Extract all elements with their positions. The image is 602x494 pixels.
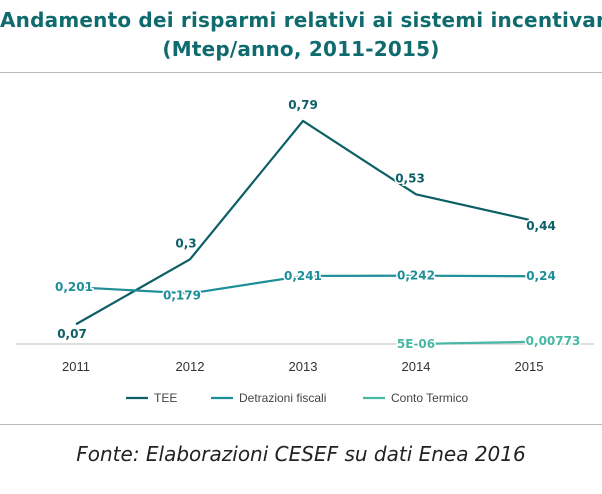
chart-title-line-1: Andamento dei risparmi relativi ai siste… bbox=[0, 8, 602, 32]
top-divider bbox=[0, 72, 602, 73]
data-label-detrazioni-fiscali-2014: 0,242 bbox=[397, 269, 435, 283]
data-label-detrazioni-fiscali-2012: 0,179 bbox=[163, 288, 201, 302]
data-label-tee-2013: 0,79 bbox=[288, 98, 318, 112]
data-label-detrazioni-fiscali-2013: 0,241 bbox=[284, 269, 322, 283]
legend-label-tee: TEE bbox=[154, 391, 177, 405]
chart-title-line-2: (Mtep/anno, 2011-2015) bbox=[162, 37, 440, 61]
data-label-tee-2011: 0,07 bbox=[57, 327, 87, 341]
series-line-conto-termico bbox=[415, 340, 530, 346]
x-tick-label-2014: 2014 bbox=[402, 359, 431, 374]
data-label-tee-2014: 0,53 bbox=[395, 171, 425, 185]
x-tick-label-2011: 2011 bbox=[62, 359, 90, 374]
line-chart: 2011 2012 2013 2014 2015 0,07 0,3 0,79 0,53 0,44 0… bbox=[16, 96, 594, 405]
data-label-tee-2012: 0,3 bbox=[175, 236, 196, 250]
data-label-detrazioni-fiscali-2011: 0,201 bbox=[55, 280, 93, 294]
source-note: Fonte: Elaborazioni CESEF su dati Enea 2… bbox=[76, 442, 526, 466]
data-label-conto-termico-2014: 5E-06 bbox=[397, 337, 435, 351]
legend-label-conto-termico: Conto Termico bbox=[391, 391, 468, 405]
legend-label-detrazioni-fiscali: Detrazioni fiscali bbox=[239, 391, 326, 405]
data-label-tee-2015: 0,44 bbox=[526, 219, 556, 233]
x-tick-label-2012: 2012 bbox=[176, 359, 205, 374]
x-tick-label-2015: 2015 bbox=[515, 359, 544, 374]
data-label-conto-termico-2015: 0,00773 bbox=[526, 334, 581, 348]
bottom-divider bbox=[0, 424, 602, 425]
x-tick-label-2013: 2013 bbox=[289, 359, 318, 374]
series-line-tee bbox=[75, 119, 530, 326]
data-label-detrazioni-fiscali-2015: 0,24 bbox=[526, 269, 556, 283]
series-line-detrazioni-fiscali bbox=[75, 274, 530, 295]
